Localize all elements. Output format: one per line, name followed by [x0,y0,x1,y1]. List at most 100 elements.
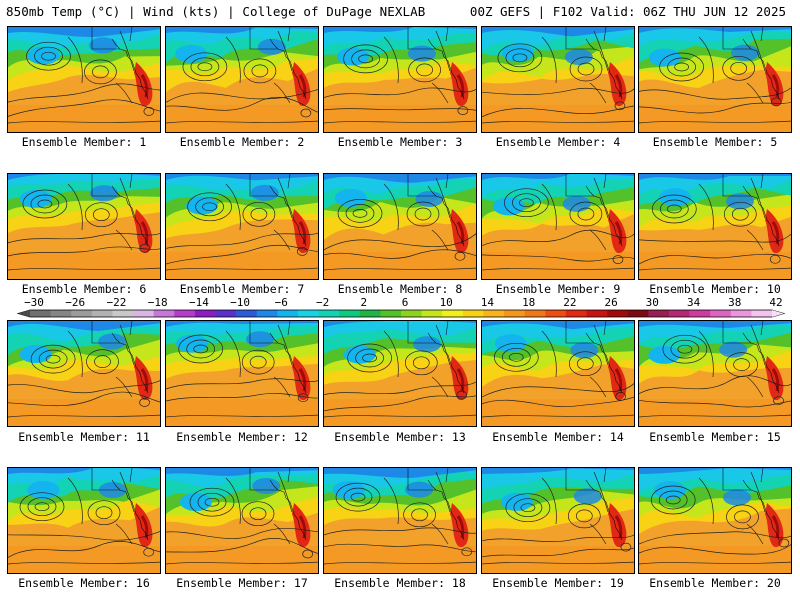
ensemble-member-label: Ensemble Member: 4 [495,135,621,149]
ensemble-member-map [638,173,792,280]
colorbar-swatch [50,310,72,317]
colorbar-right-arrow [772,310,784,317]
colorbar-swatch [462,310,484,317]
model-run-valid-time: 00Z GEFS | F102 Valid: 06Z THU JUN 12 20… [469,4,786,19]
ensemble-member-label: Ensemble Member: 20 [649,576,781,590]
colorbar-swatch [91,310,113,317]
ensemble-member-map [7,320,161,427]
ensemble-member-map [165,467,319,574]
ensemble-member-label: Ensemble Member: 19 [492,576,624,590]
colorbar-tick-label: −26 [65,296,86,309]
ensemble-member-map [323,467,477,574]
colorbar-swatch [648,310,670,317]
colorbar-swatch [71,310,93,317]
ensemble-member-map [481,467,635,574]
colorbar-swatch [339,310,361,317]
colorbar-swatch [215,310,237,317]
colorbar-swatch [504,310,525,317]
colorbar-swatch [730,310,752,317]
colorbar-swatch [277,310,299,317]
colorbar-tick-label: 38 [728,296,742,309]
temperature-colorbar [16,309,786,318]
colorbar-tick-label: 30 [645,296,659,309]
colorbar-swatch [710,310,732,317]
colorbar-swatch [112,310,134,317]
ensemble-member-label: Ensemble Member: 18 [334,576,466,590]
ensemble-member-label: Ensemble Member: 1 [21,135,147,149]
colorbar-swatch [524,310,546,317]
colorbar-tick-label: 6 [401,296,409,309]
colorbar-swatch [236,310,258,317]
ensemble-member-map [7,173,161,280]
ensemble-member-label: Ensemble Member: 16 [18,576,150,590]
colorbar-tick-label: −22 [106,296,127,309]
ensemble-member-map [165,320,319,427]
ensemble-member-label: Ensemble Member: 14 [492,430,624,444]
ensemble-member-label: Ensemble Member: 6 [21,282,147,296]
colorbar-swatch [256,310,278,317]
ensemble-member-map [481,26,635,133]
colorbar-swatch [133,310,154,317]
colorbar-tick-label: −18 [147,296,168,309]
colorbar-swatch [565,310,587,317]
colorbar-swatch [668,310,690,317]
ensemble-member-label: Ensemble Member: 3 [337,135,463,149]
colorbar-tick-label: 10 [439,296,453,309]
ensemble-member-map [638,467,792,574]
ensemble-member-map [481,320,635,427]
ensemble-member-label: Ensemble Member: 8 [337,282,463,296]
colorbar-swatch [380,310,402,317]
ensemble-member-label: Ensemble Member: 12 [176,430,308,444]
colorbar-tick-label: −30 [24,296,44,309]
ensemble-member-map [481,173,635,280]
colorbar-swatch [607,310,629,317]
colorbar-tick-label: 22 [563,296,577,309]
colorbar-tick-label: 2 [360,296,368,309]
colorbar-tick-label: 26 [604,296,618,309]
colorbar-swatch [627,310,649,317]
colorbar-swatch [359,310,381,317]
colorbar-tick-label: −2 [315,296,330,309]
ensemble-member-map [165,26,319,133]
ensemble-member-map [165,173,319,280]
colorbar-tick-label: −14 [188,296,209,309]
map-title: 850mb Temp (°C) | Wind (kts) | College o… [6,4,426,19]
colorbar-tick-label: −10 [230,296,251,309]
ensemble-member-map [638,26,792,133]
colorbar-swatch [545,310,567,317]
colorbar-tick-label: 14 [480,296,495,309]
ensemble-member-map [323,320,477,427]
colorbar-swatch [297,310,319,317]
ensemble-member-map [323,173,477,280]
ensemble-member-map [7,467,161,574]
colorbar-swatch [401,310,422,317]
ensemble-member-label: Ensemble Member: 15 [649,430,781,444]
colorbar-swatch [483,310,505,317]
ensemble-member-label: Ensemble Member: 9 [495,282,621,296]
colorbar-swatch [174,310,196,317]
colorbar-swatch [30,310,51,317]
colorbar-swatch [751,310,773,317]
ensemble-member-label: Ensemble Member: 13 [334,430,466,444]
ensemble-member-label: Ensemble Member: 11 [18,430,150,444]
colorbar-swatch [194,310,216,317]
ensemble-member-label: Ensemble Member: 5 [652,135,778,149]
ensemble-member-label: Ensemble Member: 7 [179,282,305,296]
colorbar-swatch [586,310,608,317]
colorbar-tick-label: 18 [522,296,536,309]
colorbar-swatch [442,310,464,317]
colorbar-tick-label: 34 [686,296,701,309]
colorbar-swatch [153,310,175,317]
ensemble-member-map [7,26,161,133]
ensemble-member-map [323,26,477,133]
ensemble-member-label: Ensemble Member: 17 [176,576,308,590]
colorbar-swatch [318,310,340,317]
colorbar-left-arrow [18,310,30,317]
ensemble-member-map [638,320,792,427]
colorbar-swatch [421,310,443,317]
colorbar-tick-label: 42 [769,296,783,309]
colorbar-tick-label: −6 [274,296,288,309]
colorbar-swatch [689,310,711,317]
ensemble-member-label: Ensemble Member: 2 [179,135,305,149]
ensemble-member-label: Ensemble Member: 10 [649,282,781,296]
